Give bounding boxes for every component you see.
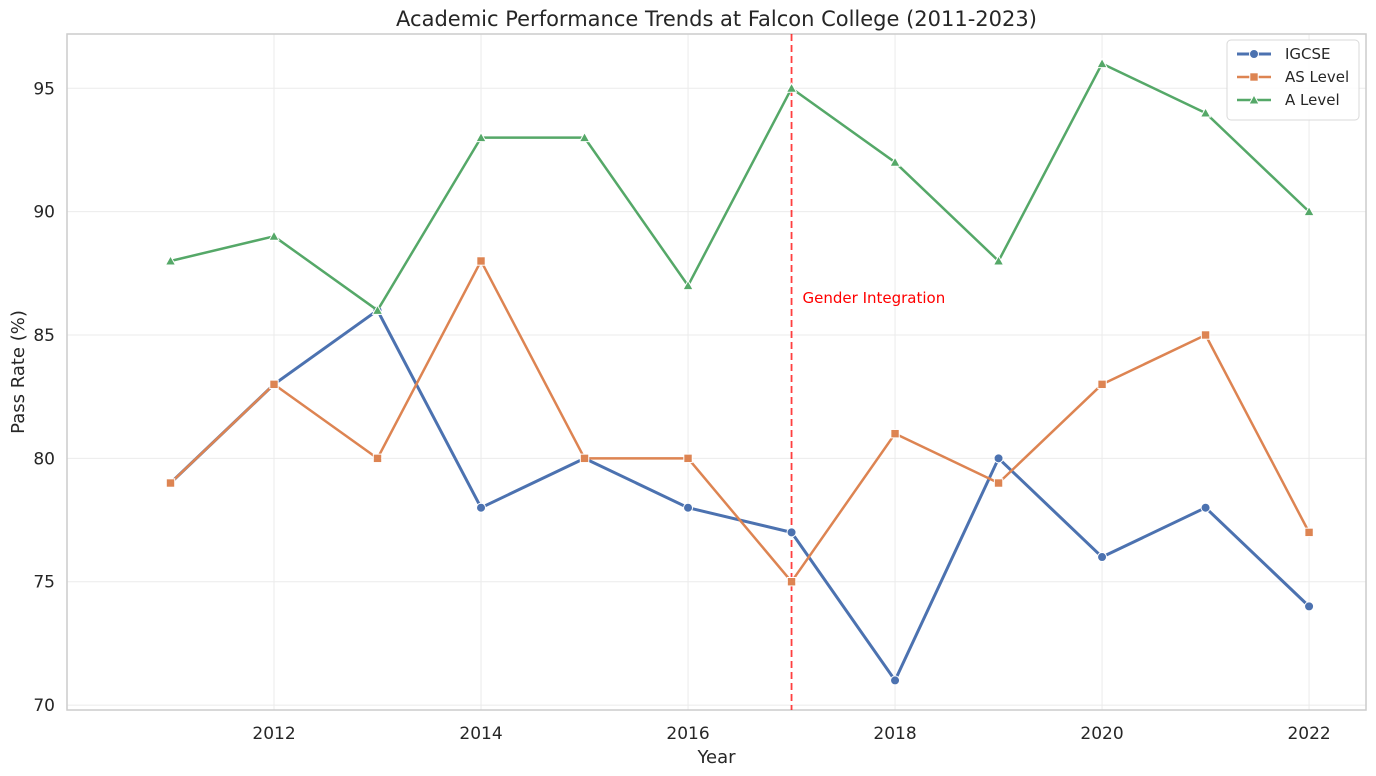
x-tick-label: 2018 [873, 724, 916, 744]
data-point [993, 478, 1004, 488]
data-point [785, 82, 798, 93]
y-tick-label: 75 [33, 573, 55, 593]
y-tick-label: 85 [33, 326, 55, 346]
data-point [890, 675, 901, 686]
annotations: Gender Integration [790, 34, 946, 710]
x-tick-label: 2012 [252, 724, 295, 744]
data-point [1096, 57, 1108, 69]
legend-marker [1249, 49, 1259, 59]
plot-frame [66, 33, 1367, 711]
x-tick-label: 2016 [666, 724, 709, 744]
data-point [476, 502, 487, 513]
data-point [682, 279, 694, 291]
data-point [1303, 205, 1315, 217]
y-tick-label: 90 [33, 203, 55, 223]
data-point [786, 527, 797, 538]
data-point [1200, 330, 1211, 340]
legend-label: IGCSE [1285, 45, 1331, 63]
series-line [169, 62, 1311, 312]
data-point [164, 254, 177, 266]
legend-item: IGCSE [1237, 45, 1331, 63]
data-point [1097, 552, 1108, 563]
tick-labels: 2012 2014 2016 2018 2020 2022 70 75 80 85 90 95 [33, 79, 1330, 744]
data-point [1097, 379, 1107, 390]
y-tick-label: 80 [33, 449, 55, 469]
legend-marker [1248, 93, 1260, 105]
legend-label: AS Level [1285, 68, 1349, 86]
data-point [683, 502, 694, 513]
legend-label: A Level [1285, 91, 1340, 109]
data-point [475, 131, 487, 143]
data-point [1304, 527, 1314, 538]
x-axis-label: Year [696, 747, 736, 768]
data-point [1304, 601, 1315, 612]
data-point [371, 304, 384, 315]
data-point [579, 453, 590, 464]
data-point [992, 254, 1005, 266]
data-point [1199, 106, 1212, 118]
data-point [993, 453, 1004, 464]
data-point [578, 131, 591, 143]
y-tick-label: 70 [33, 696, 55, 716]
series [164, 57, 1315, 686]
chart-title: Academic Performance Trends at Falcon Co… [396, 7, 1037, 31]
data-point [1200, 502, 1211, 513]
grid [67, 34, 1366, 710]
data-point [476, 256, 486, 266]
y-tick-label: 95 [33, 79, 55, 99]
x-tick-label: 2020 [1080, 724, 1123, 744]
legend-marker [1249, 72, 1259, 82]
data-point [269, 379, 279, 390]
data-point [165, 478, 176, 488]
series-igcse [165, 305, 1315, 686]
legend-item: AS Level [1237, 68, 1349, 86]
series-a-level [164, 57, 1315, 315]
y-axis-label: Pass Rate (%) [8, 310, 29, 434]
annotation-label: Gender Integration [803, 289, 946, 307]
data-point [786, 577, 797, 587]
data-point [889, 156, 901, 167]
legend-item: A Level [1237, 91, 1340, 109]
data-point [372, 453, 383, 464]
data-point [890, 428, 900, 439]
data-point [268, 230, 280, 241]
x-tick-label: 2014 [459, 724, 502, 744]
data-point [683, 453, 693, 464]
legend: IGCSE AS Level A Level [1226, 39, 1360, 121]
series-as-level [165, 256, 1314, 587]
x-tick-label: 2022 [1287, 724, 1330, 744]
series-line [169, 259, 1311, 583]
